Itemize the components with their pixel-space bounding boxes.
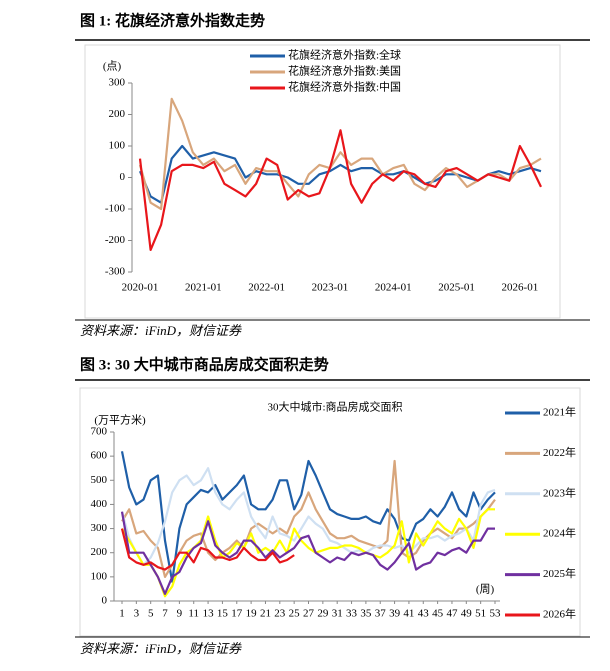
x-tick-label: 13 (203, 608, 215, 620)
x-tick-label: 2021-01 (185, 282, 222, 294)
chart-frame (84, 44, 561, 319)
legend-label: 2023年 (543, 485, 576, 499)
figure-caption: 图 1: 花旗经济意外指数走势 (80, 11, 265, 29)
chart-frame (79, 387, 581, 637)
x-tick-label: 2026-01 (502, 282, 539, 294)
x-axis-label: (周) (476, 583, 495, 596)
y-tick-label: 300 (91, 522, 108, 534)
x-tick-label: 51 (475, 608, 486, 620)
x-tick-label: 2020-01 (122, 282, 159, 294)
x-tick-label: 19 (246, 608, 258, 620)
x-tick-label: 47 (446, 608, 458, 620)
x-tick-label: 27 (303, 608, 315, 620)
y-tick-label: 0 (120, 171, 126, 183)
y-tick-label: -200 (105, 234, 126, 246)
x-tick-label: 17 (231, 608, 243, 620)
y-axis-label: (万平方米) (94, 413, 146, 427)
x-tick-label: 53 (490, 608, 502, 620)
chart-title: 30大中城市:商品房成交面积 (267, 400, 402, 414)
series-line (121, 508, 495, 598)
figure-caption: 图 3: 30 大中城市商品房成交面积走势 (80, 355, 329, 373)
x-tick-label: 29 (317, 608, 329, 620)
legend-label: 2024年 (543, 526, 576, 540)
series-line (120, 528, 295, 571)
y-tick-label: 700 (91, 426, 108, 438)
x-tick-label: 21 (260, 608, 271, 620)
y-tick-label: 400 (91, 498, 108, 510)
x-tick-label: 43 (418, 608, 430, 620)
y-tick-label: -300 (105, 266, 126, 278)
x-tick-label: 45 (432, 608, 444, 620)
x-tick-label: 2023-01 (312, 282, 349, 294)
x-tick-label: 2024-01 (375, 282, 412, 294)
x-tick-label: 33 (346, 608, 358, 620)
y-tick-label: 600 (91, 450, 108, 462)
figure-source: 资料来源：iFinD，财信证券 (80, 641, 242, 656)
x-tick-label: 5 (148, 608, 154, 620)
x-tick-label: 3 (134, 608, 140, 620)
y-tick-label: 0 (102, 595, 108, 607)
x-tick-label: 31 (332, 608, 343, 620)
x-tick-label: 49 (461, 608, 473, 620)
legend-label: 2021年 (543, 405, 576, 419)
series-line (120, 511, 495, 595)
y-tick-label: 100 (109, 140, 126, 152)
x-tick-label: 9 (177, 608, 183, 620)
x-tick-label: 25 (289, 608, 301, 620)
x-tick-label: 41 (403, 608, 414, 620)
legend-label: 花旗经济意外指数:全球 (288, 48, 401, 62)
series-line (121, 459, 496, 578)
series-line (138, 144, 542, 204)
series-line (120, 467, 496, 566)
x-tick-label: 15 (217, 608, 229, 620)
legend-label: 2022年 (543, 445, 576, 459)
y-tick-label: 500 (91, 474, 108, 486)
x-tick-label: 39 (389, 608, 401, 620)
x-tick-label: 11 (188, 608, 199, 620)
y-axis-label: (点) (103, 60, 122, 73)
x-tick-label: 1 (119, 608, 125, 620)
legend-label: 2025年 (543, 566, 576, 580)
x-tick-label: 2025-01 (438, 282, 475, 294)
legend-label: 花旗经济意外指数:中国 (288, 80, 401, 94)
x-tick-label: 7 (162, 608, 168, 620)
x-tick-label: 2022-01 (248, 282, 285, 294)
y-tick-label: 200 (109, 108, 126, 120)
y-tick-label: 100 (91, 570, 108, 582)
x-tick-label: 37 (375, 608, 387, 620)
legend-label: 2026年 (543, 607, 576, 621)
x-tick-label: 35 (360, 608, 372, 620)
legend-label: 花旗经济意外指数:美国 (288, 64, 401, 78)
y-tick-label: 300 (109, 77, 126, 89)
series-line (120, 451, 496, 583)
series-line (138, 97, 542, 211)
x-tick-label: 23 (274, 608, 286, 620)
y-tick-label: 200 (91, 546, 108, 558)
y-tick-label: -100 (105, 203, 126, 215)
figure-source: 资料来源：iFinD，财信证券 (80, 323, 242, 338)
series-line (138, 129, 542, 251)
